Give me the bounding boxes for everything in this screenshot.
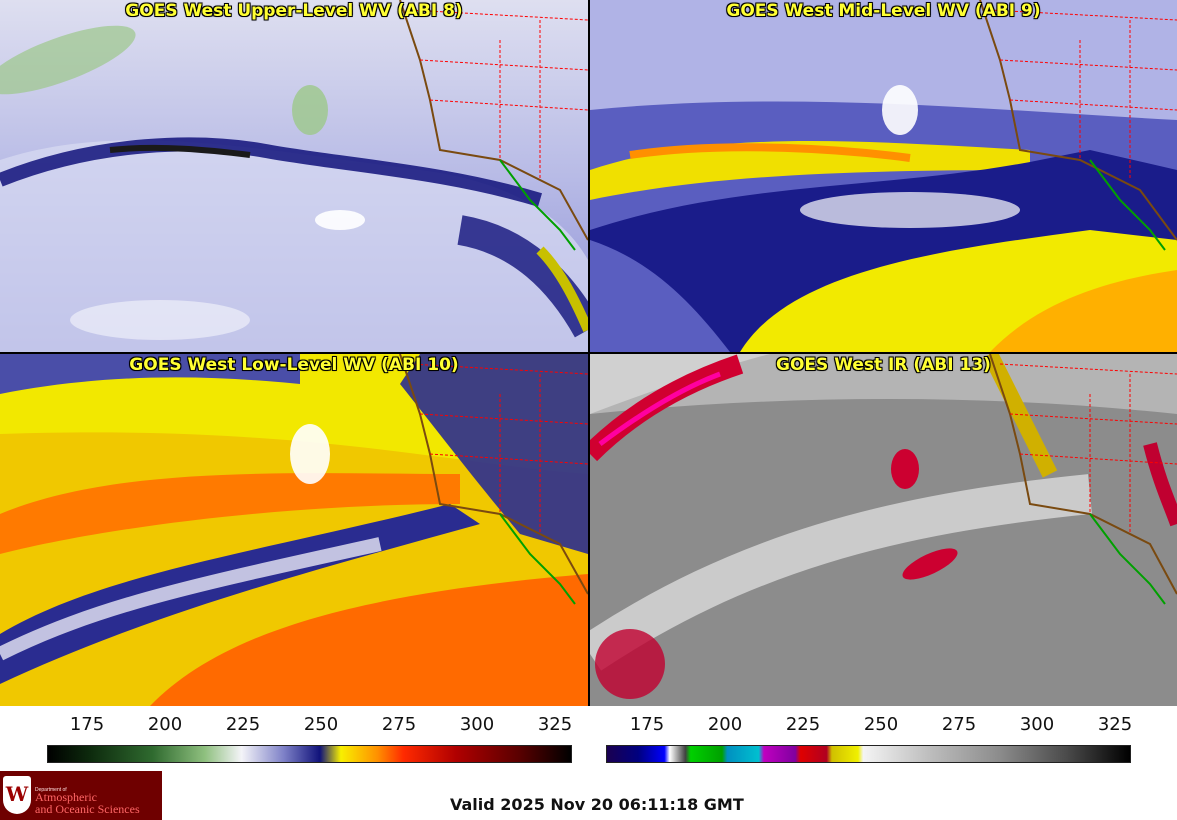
colorbar-tick: 300 [459,714,495,735]
panel-mid-level-wv: GOES West Mid-Level WV (ABI 9) [590,0,1177,352]
colorbar-tick: 250 [863,714,899,735]
colorbar-left-ticks: 175 200 225 250 275 300 325 [0,714,588,754]
ir-image [590,354,1177,706]
colorbar-right-ticks: 175 200 225 250 275 300 325 [590,714,1177,754]
upper-level-wv-image [0,0,588,352]
low-level-wv-image [0,354,588,706]
logo-dept: Department of [35,787,67,793]
panel-low-level-wv: GOES West Low-Level WV (ABI 10) [0,354,588,706]
colorbar-tick: 225 [225,714,261,735]
colorbar-left [47,745,572,763]
colorbar-tick: 200 [707,714,743,735]
colorbar-tick: 325 [537,714,573,735]
colorbar-tick: 325 [1097,714,1133,735]
mid-level-wv-image [590,0,1177,352]
aos-logo[interactable]: W Department of Atmospheric and Oceanic … [0,771,162,820]
panel-divider-horizontal [0,352,1177,354]
logo-line1: Atmospheric [35,790,97,804]
colorbar-tick: 200 [147,714,183,735]
panel-upper-level-wv: GOES West Upper-Level WV (ABI 8) [0,0,588,352]
colorbar-tick: 250 [303,714,339,735]
panel-ir: GOES West IR (ABI 13) [590,354,1177,706]
colorbar-right [606,745,1131,763]
logo-line2: and Oceanic Sciences [35,802,140,816]
colorbar-tick: 275 [941,714,977,735]
colorbar-tick: 300 [1019,714,1055,735]
colorbar-tick: 225 [785,714,821,735]
colorbar-tick: 175 [629,714,665,735]
colorbar-tick: 275 [381,714,417,735]
valid-time: Valid 2025 Nov 20 06:11:18 GMT [450,795,744,814]
colorbar-tick: 175 [69,714,105,735]
uw-seal-icon: W [3,776,31,814]
